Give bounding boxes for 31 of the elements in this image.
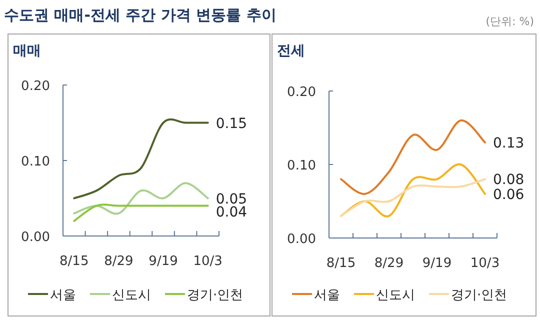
x-tick-label: 10/3 xyxy=(193,254,222,269)
x-tick-label: 10/3 xyxy=(470,256,500,271)
x-tick-label: 9/19 xyxy=(148,254,178,269)
chart-subtitle: 전세 xyxy=(277,43,305,59)
x-tick-label: 8/29 xyxy=(104,254,134,269)
legend-label: 경기·인천 xyxy=(451,288,508,303)
x-tick-label: 8/29 xyxy=(374,256,404,271)
x-tick-label: 8/15 xyxy=(60,254,89,269)
chart-title: 수도권 매매-전세 주간 가격 변동률 추이 xyxy=(4,6,276,24)
y-tick-label: 0.10 xyxy=(287,158,316,174)
legend-label: 신도시 xyxy=(376,288,415,303)
data-label: 0.08 xyxy=(493,172,524,188)
legend-label: 서울 xyxy=(50,288,76,303)
y-tick-label: 0.20 xyxy=(21,79,50,94)
chart-subtitle: 매매 xyxy=(13,43,41,59)
line-series xyxy=(340,178,486,217)
x-tick-label: 9/19 xyxy=(422,256,452,271)
legend-label: 경기·인천 xyxy=(187,288,244,303)
line-series xyxy=(340,119,486,195)
data-label: 0.15 xyxy=(216,116,248,132)
y-tick-label: 0.20 xyxy=(287,85,316,100)
x-tick-label: 8/15 xyxy=(326,256,356,271)
legend-label: 신도시 xyxy=(112,288,151,303)
data-label: 0.06 xyxy=(493,186,524,203)
y-tick-label: 0.10 xyxy=(21,154,50,170)
text: (단위: %) xyxy=(486,15,534,28)
data-label: 0.13 xyxy=(493,135,524,152)
y-tick-label: 0.00 xyxy=(21,230,50,245)
y-tick-label: 0.00 xyxy=(287,232,316,247)
legend-label: 서울 xyxy=(314,288,340,303)
line-series xyxy=(73,182,209,215)
